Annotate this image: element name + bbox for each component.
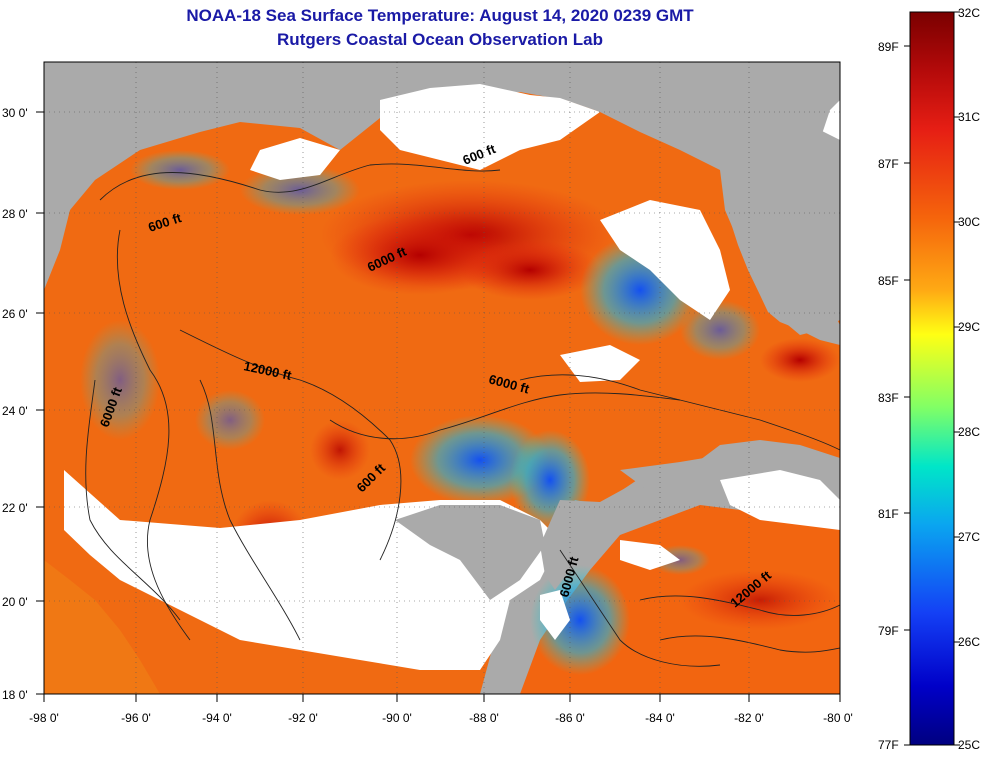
lon-label-80: -80 0' <box>823 711 853 725</box>
lon-label-88: -88 0' <box>469 711 499 725</box>
cb-label-81f: 81F <box>878 507 899 521</box>
map-frame <box>43 61 841 695</box>
colorbar-ticks <box>904 11 960 746</box>
lon-label-98: -98 0' <box>29 711 59 725</box>
lon-label-92: -92 0' <box>288 711 318 725</box>
cb-label-85f: 85F <box>878 274 899 288</box>
map-title: NOAA-18 Sea Surface Temperature: August … <box>186 6 694 25</box>
colorbar-celsius-labels: 32C 31C 30C 29C 28C 27C 26C 25C <box>958 6 980 752</box>
lat-label-26: 26 0' <box>2 307 28 321</box>
lat-label-18: 18 0' <box>2 688 28 702</box>
lat-label-24: 24 0' <box>2 404 28 418</box>
cb-label-77f: 77F <box>878 738 899 752</box>
lon-label-82: -82 0' <box>734 711 764 725</box>
map-area: 600 ft 600 ft 6000 ft 12000 ft 6000 ft 6… <box>44 62 840 694</box>
lat-label-22: 22 0' <box>2 501 28 515</box>
cb-label-89f: 89F <box>878 40 899 54</box>
lon-label-90: -90 0' <box>382 711 412 725</box>
lon-label-84: -84 0' <box>645 711 675 725</box>
coastline-land <box>44 62 840 600</box>
cb-label-28c: 28C <box>958 425 980 439</box>
graticule <box>44 62 840 694</box>
lat-label-28: 28 0' <box>2 207 28 221</box>
lon-label-96: -96 0' <box>121 711 151 725</box>
lat-label-20: 20 0' <box>2 595 28 609</box>
cb-label-30c: 30C <box>958 215 980 229</box>
bathymetry-contours <box>85 163 840 667</box>
cb-label-25c: 25C <box>958 738 980 752</box>
cb-label-87f: 87F <box>878 157 899 171</box>
lat-label-30: 30 0' <box>2 106 28 120</box>
colorbar-gradient <box>909 11 955 746</box>
cb-label-79f: 79F <box>878 624 899 638</box>
longitude-labels: -98 0' -96 0' -94 0' -92 0' -90 0' -88 0… <box>29 711 853 725</box>
cb-label-83f: 83F <box>878 391 899 405</box>
colorbar-fahrenheit-labels: 89F 87F 85F 83F 81F 79F 77F <box>878 40 899 752</box>
cb-label-31c: 31C <box>958 110 980 124</box>
cb-label-26c: 26C <box>958 635 980 649</box>
axis-ticks <box>36 111 841 702</box>
lon-label-94: -94 0' <box>202 711 232 725</box>
cb-label-29c: 29C <box>958 320 980 334</box>
cb-label-32c: 32C <box>958 6 980 20</box>
map-subtitle: Rutgers Coastal Ocean Observation Lab <box>277 30 603 49</box>
cb-label-27c: 27C <box>958 530 980 544</box>
colorbar: 32C 31C 30C 29C 28C 27C 26C 25C 89F 87F … <box>878 6 980 752</box>
pacific-water <box>44 560 160 694</box>
lon-label-86: -86 0' <box>555 711 585 725</box>
latitude-labels: 30 0' 28 0' 26 0' 24 0' 22 0' 20 0' 18 0… <box>2 106 28 702</box>
